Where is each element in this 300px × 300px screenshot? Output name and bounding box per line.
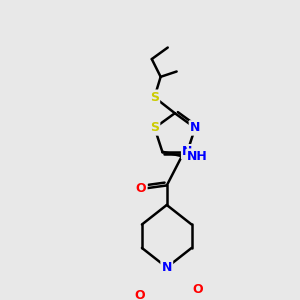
Text: NH: NH: [187, 150, 208, 163]
Text: S: S: [150, 122, 159, 134]
Text: O: O: [135, 289, 146, 300]
Text: N: N: [190, 122, 200, 134]
Text: N: N: [182, 145, 193, 158]
Text: N: N: [162, 261, 172, 274]
Text: O: O: [136, 182, 146, 195]
Text: O: O: [193, 283, 203, 296]
Text: S: S: [150, 91, 159, 104]
